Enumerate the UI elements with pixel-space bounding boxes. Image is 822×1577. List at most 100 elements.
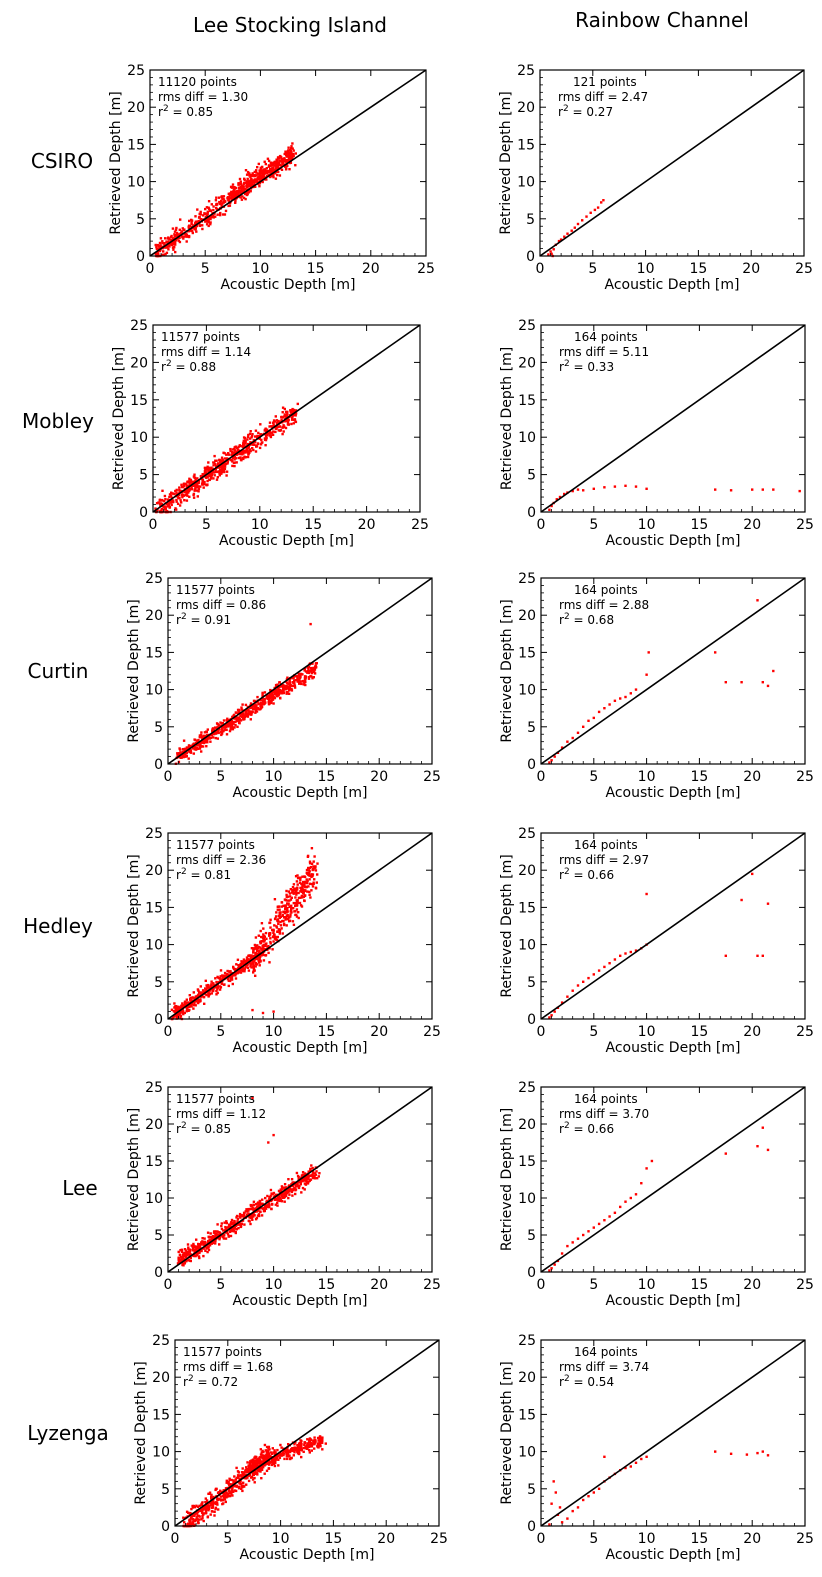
data-point	[241, 184, 244, 188]
data-point	[263, 437, 267, 440]
data-point	[164, 506, 167, 509]
data-point	[204, 1512, 207, 1515]
data-point	[190, 1244, 193, 1247]
data-point	[220, 204, 223, 208]
data-point	[208, 474, 211, 477]
data-point	[251, 172, 254, 175]
data-point	[180, 756, 183, 759]
data-point	[233, 726, 236, 729]
data-point	[212, 1236, 215, 1239]
data-point	[307, 676, 310, 679]
data-point	[314, 886, 318, 889]
x-tick-label: 20	[370, 1024, 388, 1040]
data-point	[215, 196, 218, 199]
data-point	[177, 1258, 180, 1262]
data-point	[192, 493, 195, 497]
data-point	[229, 724, 233, 728]
data-point	[245, 1210, 249, 1213]
data-point	[233, 973, 236, 977]
squared-superscript: 2	[564, 612, 570, 622]
data-point	[214, 470, 217, 473]
data-point	[192, 1007, 195, 1010]
data-point	[295, 880, 299, 883]
data-point	[285, 160, 289, 163]
data-point	[260, 438, 263, 442]
data-point	[180, 483, 183, 486]
data-point	[256, 172, 259, 175]
data-point	[260, 441, 263, 444]
data-point	[589, 211, 592, 214]
data-point	[227, 973, 230, 976]
data-point	[218, 1243, 221, 1246]
x-tick-label: 15	[317, 769, 335, 785]
data-point	[272, 176, 275, 179]
data-point	[218, 458, 221, 462]
data-point	[255, 445, 258, 448]
data-point	[548, 1269, 551, 1272]
y-tick-label: 25	[127, 63, 145, 79]
data-point	[241, 1489, 244, 1493]
data-point	[291, 407, 294, 411]
data-point	[189, 481, 192, 484]
data-point	[253, 181, 256, 185]
data-point	[174, 228, 178, 232]
data-point	[249, 441, 252, 444]
data-point	[276, 1204, 279, 1207]
data-point	[613, 485, 617, 488]
data-point	[268, 933, 272, 936]
data-point	[272, 421, 275, 424]
data-point	[268, 961, 271, 964]
data-point	[566, 995, 569, 998]
data-point	[252, 949, 255, 952]
plot-frame	[540, 832, 806, 1020]
data-point	[297, 1176, 300, 1179]
data-point	[309, 1178, 313, 1181]
data-point	[222, 1237, 226, 1240]
data-point	[181, 1009, 185, 1012]
data-point	[211, 467, 214, 471]
data-point	[260, 169, 264, 173]
data-point	[178, 755, 181, 758]
data-point	[624, 952, 627, 955]
data-point	[230, 1478, 233, 1482]
data-point	[185, 1253, 189, 1257]
data-point	[192, 1242, 195, 1246]
data-point	[268, 921, 272, 924]
data-point	[196, 743, 199, 747]
data-point	[311, 1166, 314, 1170]
data-point	[250, 443, 253, 446]
data-point	[254, 450, 258, 453]
data-point	[272, 163, 275, 166]
data-point	[566, 740, 569, 743]
data-point	[548, 1016, 551, 1019]
data-point	[294, 888, 297, 892]
data-point	[308, 878, 311, 881]
data-point	[212, 464, 215, 467]
data-point	[177, 1013, 180, 1016]
data-point	[178, 233, 181, 236]
data-point	[222, 462, 225, 466]
data-point	[236, 1470, 240, 1473]
data-point	[301, 896, 304, 899]
data-point	[206, 728, 209, 731]
data-point	[246, 193, 249, 196]
data-point	[243, 717, 246, 721]
data-point	[250, 1216, 254, 1219]
data-point	[624, 695, 627, 699]
data-point	[223, 971, 227, 975]
data-point	[227, 1488, 231, 1491]
data-point	[210, 980, 213, 983]
plot-frame	[540, 1086, 806, 1273]
data-point	[280, 1185, 284, 1188]
data-point	[253, 1481, 256, 1484]
data-point	[209, 217, 212, 220]
data-point	[197, 487, 201, 491]
data-point	[286, 691, 289, 694]
data-point	[191, 747, 195, 750]
data-point	[199, 210, 202, 214]
data-point	[284, 151, 288, 154]
data-point	[235, 1476, 239, 1480]
data-point	[249, 449, 252, 453]
data-point	[191, 1521, 195, 1524]
data-point	[292, 923, 296, 926]
